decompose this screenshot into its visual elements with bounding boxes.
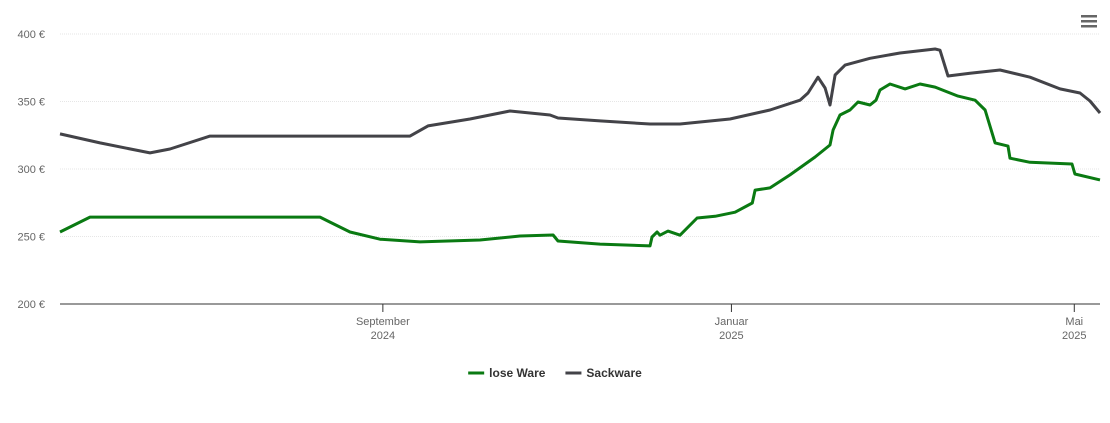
legend-label: Sackware [586, 366, 642, 380]
y-tick-label: 400 € [17, 29, 45, 41]
legend-label: lose Ware [489, 366, 546, 380]
x-tick-label: September 2024 [356, 316, 410, 342]
series-line [59, 82, 1101, 248]
menu-bar [1081, 25, 1097, 28]
legend: lose Ware Sackware [468, 366, 642, 380]
y-tick-label: 200 € [17, 299, 45, 311]
x-tick-label: Mai 2025 [1062, 316, 1086, 342]
series-line [59, 47, 1102, 155]
legend-item[interactable]: Sackware [565, 366, 642, 380]
menu-button[interactable] [1081, 15, 1097, 28]
menu-bar [1081, 20, 1097, 23]
legend-item[interactable]: lose Ware [468, 366, 546, 380]
y-tick-label: 250 € [17, 232, 45, 244]
y-tick-label: 300 € [17, 164, 45, 176]
menu-bar [1081, 15, 1097, 18]
y-tick-label: 350 € [17, 97, 45, 109]
x-tick-label: Januar 2025 [715, 316, 749, 342]
